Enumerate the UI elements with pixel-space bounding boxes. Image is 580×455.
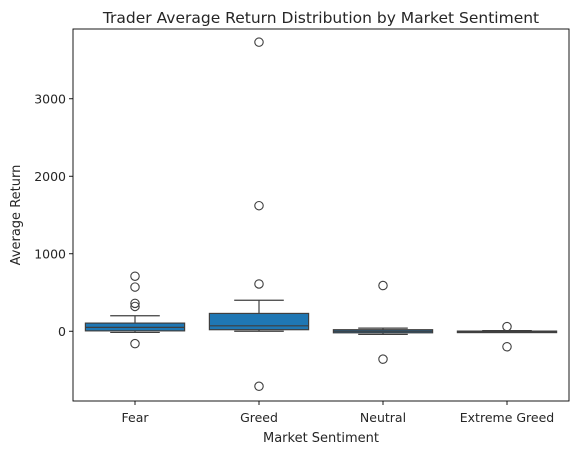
outlier-point [502,321,512,332]
x-tick-label: Extreme Greed [460,410,554,425]
plot-area [84,37,558,392]
chart-title: Trader Average Return Distribution by Ma… [102,9,539,27]
outlier-point [130,298,140,309]
outlier-point [130,282,140,292]
box-group [456,321,558,352]
outlier-point [130,301,140,312]
y-tick-label: 1000 [34,246,66,261]
box-group [84,271,186,349]
x-axis: Fear Greed Neutral Extreme Greed [122,401,554,425]
y-axis-label: Average Return [9,165,24,266]
outlier-point [254,200,264,211]
x-tick-label: Neutral [360,410,406,425]
x-axis-label: Market Sentiment [263,431,379,446]
x-tick-label: Fear [122,410,150,425]
box-group [332,280,434,364]
outlier-point [254,381,264,392]
plot-frame [72,28,570,402]
outlier-point [130,338,140,349]
box-iqr [208,312,310,331]
y-tick-label: 0 [58,324,66,339]
outlier-point [254,37,264,47]
outlier-point [130,271,140,281]
outlier-point [254,279,264,289]
x-tick-label: Greed [240,410,278,425]
y-axis: 0 1000 2000 3000 [34,91,73,339]
outlier-point [378,354,388,364]
y-tick-label: 3000 [34,91,66,106]
outlier-point [378,280,388,291]
y-tick-label: 2000 [34,169,66,184]
outlier-point [502,341,512,352]
box-group [208,37,310,392]
